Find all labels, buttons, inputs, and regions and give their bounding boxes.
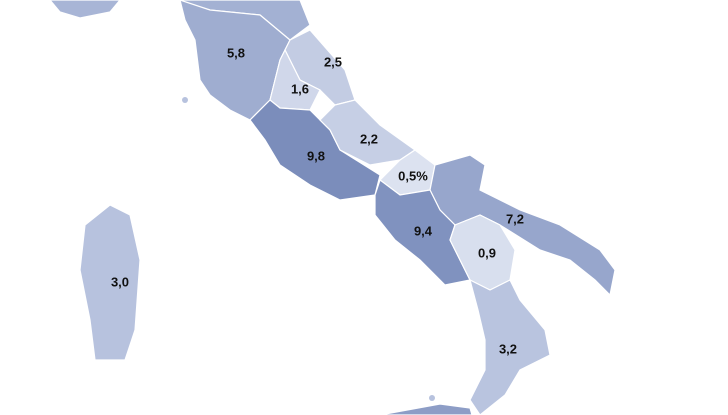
- liguria: [49, 0, 121, 19]
- region-label: 1,6: [291, 81, 309, 96]
- region-label: 3,0: [111, 274, 129, 289]
- sardegna: [79, 204, 141, 361]
- lazio: [249, 99, 381, 201]
- regions: [79, 0, 616, 415]
- labels: 5,8 2,5 1,6 9,8 2,2 0,5% 7,2 9,4 0,9 3,2 3,0: [111, 45, 524, 356]
- calabria: [469, 278, 551, 415]
- region-label: 2,5: [324, 54, 342, 69]
- island: [429, 395, 435, 401]
- region-label: 2,2: [360, 131, 378, 146]
- region-label: 9,8: [307, 148, 325, 163]
- region-label: 3,2: [499, 341, 517, 356]
- island: [182, 97, 188, 103]
- region-label: 0,9: [478, 245, 496, 260]
- sicilia: [379, 403, 473, 415]
- region-label: 9,4: [414, 223, 433, 238]
- region-label: 5,8: [227, 45, 245, 60]
- abruzzo: [319, 99, 417, 166]
- region-label: 7,2: [506, 211, 524, 226]
- region-label: 0,5%: [398, 168, 428, 183]
